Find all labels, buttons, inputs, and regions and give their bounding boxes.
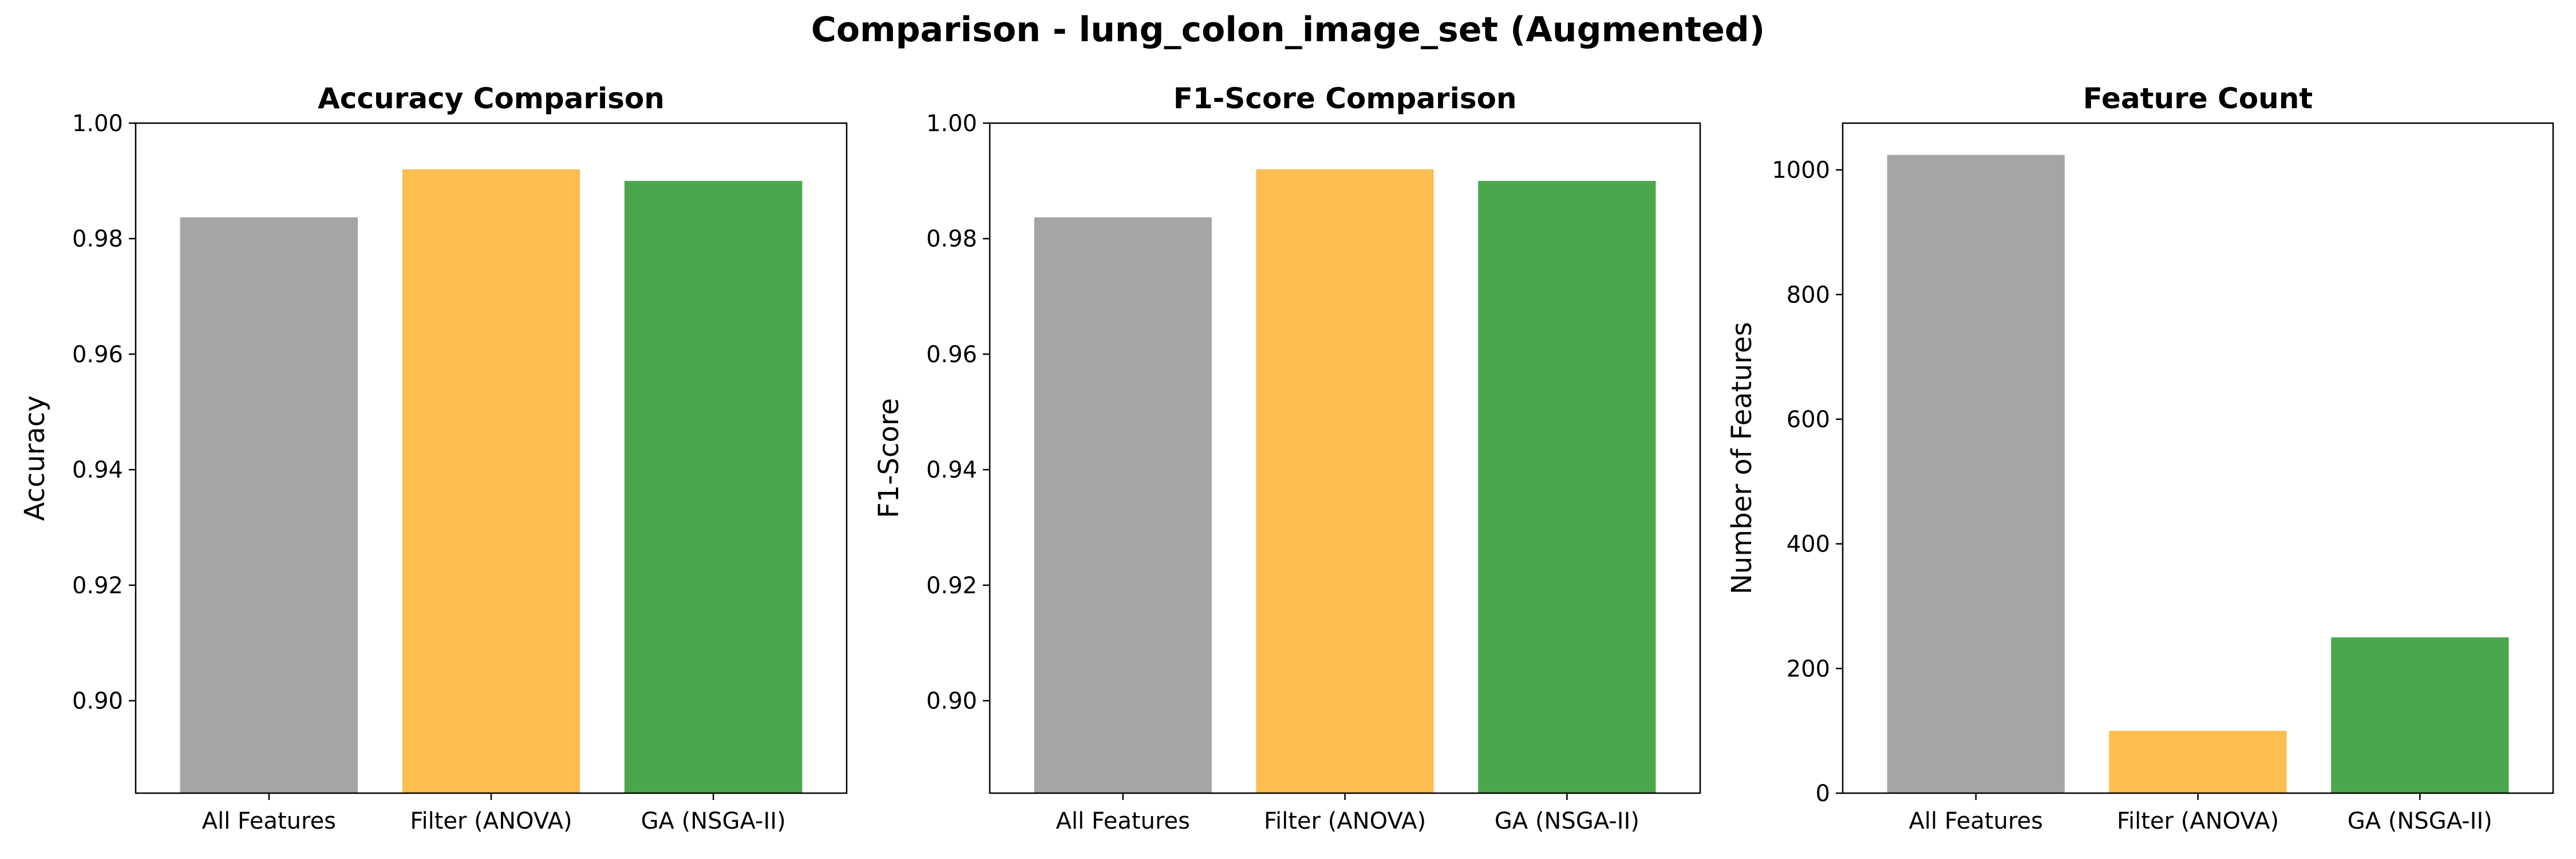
x-tick-label: GA (NSGA-II) [641, 808, 786, 834]
axes-frame [135, 122, 848, 794]
x-tick-label: Filter (ANOVA) [2117, 808, 2279, 834]
x-tick-label: Filter (ANOVA) [410, 808, 572, 834]
x-tick-label: All Features [1909, 808, 2043, 834]
x-tick-label: All Features [1056, 808, 1190, 834]
y-tick-label: 0.98 [926, 226, 977, 253]
subplot-2: F1-Score Comparison All Features Filter (A… [873, 82, 1701, 834]
bar [1256, 169, 1434, 793]
x-tick-label: All Features [202, 808, 336, 834]
bar [2331, 637, 2509, 793]
subplots: Accuracy Comparison All Features Filter (A… [19, 82, 2554, 834]
y-tick-label: 0.92 [72, 573, 123, 599]
x-tick-label: Filter (ANOVA) [1264, 808, 1426, 834]
x-tick-label: GA (NSGA-II) [2348, 808, 2492, 834]
subplot-title: Feature Count [2083, 82, 2313, 115]
bar [2109, 731, 2287, 793]
y-tick-label: 0.90 [926, 688, 977, 715]
y-tick-label: 1000 [1772, 157, 1830, 184]
y-tick-label: 400 [1787, 531, 1830, 558]
figure-suptitle: Comparison - lung_colon_image_set (Augme… [811, 10, 1765, 50]
y-tick-label: 0 [1816, 781, 1830, 807]
bar [624, 180, 803, 793]
subplot-title: F1-Score Comparison [1174, 82, 1517, 115]
y-tick-label: 800 [1787, 282, 1830, 308]
y-tick-label: 0.96 [926, 341, 977, 368]
subplot-3: Feature Count All Features Filter (ANOVA) G… [1726, 82, 2554, 834]
subplot-1: Accuracy Comparison All Features Filter (A… [19, 82, 848, 834]
subplot-title: Accuracy Comparison [318, 82, 665, 115]
bar [402, 169, 580, 793]
bar [1034, 217, 1212, 794]
y-axis-label: Accuracy [19, 395, 51, 521]
y-tick-label: 0.92 [926, 573, 977, 599]
bar [1887, 155, 2065, 794]
y-tick-label: 0.90 [72, 688, 123, 715]
y-tick-label: 0.94 [72, 457, 123, 483]
y-tick-label: 0.96 [72, 341, 123, 368]
x-tick-label: GA (NSGA-II) [1495, 808, 1639, 834]
axes-frame [1842, 122, 2554, 794]
y-tick-label: 1.00 [72, 111, 123, 137]
y-tick-label: 1.00 [926, 111, 977, 137]
y-axis-label: Number of Features [1726, 322, 1758, 594]
y-axis-label: F1-Score [873, 398, 905, 518]
y-tick-label: 0.94 [926, 457, 977, 483]
axes-frame [989, 122, 1701, 794]
y-tick-label: 200 [1787, 656, 1830, 682]
bar [180, 217, 358, 794]
bar [1478, 180, 1656, 793]
y-tick-label: 0.98 [72, 226, 123, 253]
y-tick-label: 600 [1787, 407, 1830, 433]
